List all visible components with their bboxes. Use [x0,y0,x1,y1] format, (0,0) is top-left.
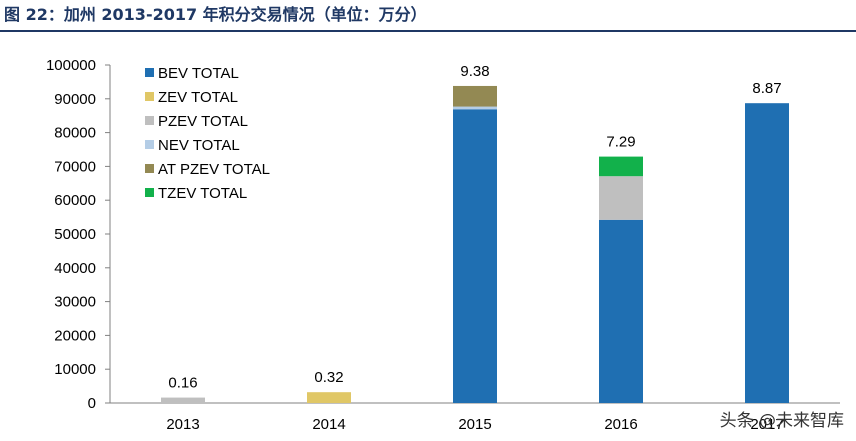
axis-layer: 0 10000 20000 30000 40000 50000 60000 70000 8000… [46,57,840,433]
legend-label: NEV TOTAL [158,137,240,154]
data-label: 8.87 [752,80,781,97]
x-tick-label: 2016 [604,416,637,433]
y-tick-label: 80000 [54,125,96,142]
data-label: 7.29 [606,134,635,151]
title-rule [0,30,856,32]
bar-segment [453,109,497,403]
y-tick-label: 20000 [54,327,96,344]
y-tick-label: 100000 [46,57,96,74]
data-labels-layer: 0.16 0.32 9.38 7.29 8.87 [168,63,781,392]
bar-segment [307,392,351,403]
x-tick-label: 2017 [750,416,783,433]
figure-title: 图 22：加州 2013-2017 年积分交易情况（单位：万分） [4,5,427,24]
bar-segment [453,106,497,110]
y-tick-label: 60000 [54,192,96,209]
y-tick-label: 40000 [54,260,96,277]
bar-segment [599,156,643,177]
x-tick-label: 2013 [166,416,199,433]
bar-segment [161,397,205,403]
legend-label: TZEV TOTAL [158,185,247,202]
x-tick-label: 2014 [312,416,345,433]
y-tick-label: 70000 [54,158,96,175]
y-tick-label: 30000 [54,294,96,311]
legend-swatch [145,92,154,101]
legend-swatch [145,188,154,197]
bar-segment [599,176,643,220]
legend-label: PZEV TOTAL [158,113,248,130]
x-tick-label: 2015 [458,416,491,433]
bar-segment [599,219,643,403]
legend-swatch [145,116,154,125]
legend-swatch [145,140,154,149]
y-tick-label: 90000 [54,91,96,108]
legend-label: ZEV TOTAL [158,89,238,106]
data-label: 0.32 [314,369,343,386]
bar-segment [453,85,497,107]
bars-layer [161,85,789,403]
y-tick-label: 0 [88,395,96,412]
legend-swatch [145,68,154,77]
data-label: 0.16 [168,375,197,392]
bar-segment [745,103,789,403]
legend-swatch [145,164,154,173]
y-tick-label: 50000 [54,226,96,243]
y-tick-label: 10000 [54,361,96,378]
watermark: 头条 @未来智库 [719,411,844,431]
data-label: 9.38 [460,63,489,80]
legend-label: AT PZEV TOTAL [158,161,270,178]
legend-label: BEV TOTAL [158,65,239,82]
legend: BEV TOTAL ZEV TOTAL PZEV TOTAL NEV TOTAL AT … [145,65,270,202]
